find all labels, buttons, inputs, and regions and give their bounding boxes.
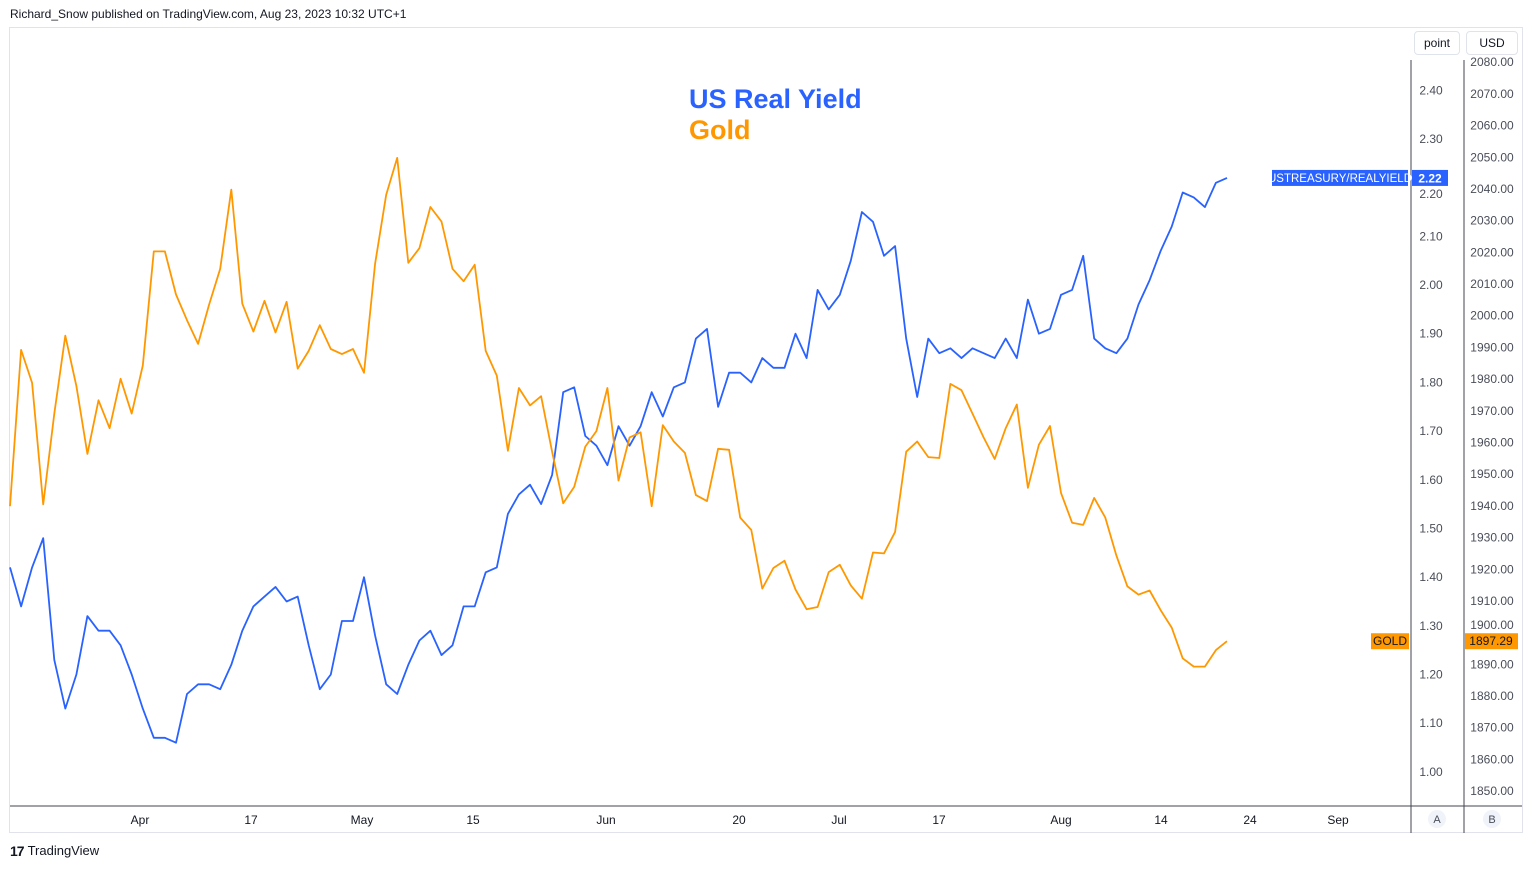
brand-label: TradingView [27, 843, 100, 858]
left-axis-tick-label: 1.60 [1419, 473, 1443, 487]
left-axis-tick-label: 2.00 [1419, 278, 1443, 292]
time-axis-tick-label: Jun [596, 813, 615, 827]
time-axis-tick-label: May [351, 813, 374, 827]
right-axis-tick-label: 2000.00 [1470, 309, 1514, 323]
right-axis-tick-label: 2060.00 [1470, 119, 1514, 133]
time-axis-tick-label: Sep [1327, 813, 1349, 827]
time-axis-tick-label: Jul [831, 813, 846, 827]
time-axis-tick-label: 17 [932, 813, 946, 827]
right-axis-tick-label: 1950.00 [1470, 467, 1514, 481]
time-axis-tick-label: Apr [131, 813, 150, 827]
chart-frame [9, 27, 1523, 833]
left-unit-button[interactable]: point [1414, 31, 1460, 55]
left-axis-tick-label: 1.20 [1419, 668, 1443, 682]
left-axis-tick-label: 2.30 [1419, 132, 1443, 146]
left-axis-tick-label: 1.40 [1419, 570, 1443, 584]
gold-last-price-badge [1465, 633, 1518, 650]
time-axis-tick-label: 15 [466, 813, 480, 827]
left-axis-tick-label: 1.70 [1419, 424, 1443, 438]
right-axis-tick-label: 1910.00 [1470, 594, 1514, 608]
yield-symbol-label: USTREASURY/REALYIELD [1268, 173, 1412, 185]
gold-symbol-badge [1371, 633, 1409, 650]
right-axis-tick-label: 1970.00 [1470, 404, 1514, 418]
right-axis-tick-label: 1850.00 [1470, 784, 1514, 798]
yield-last-price-badge [1412, 169, 1448, 186]
left-axis-tick-label: 1.30 [1419, 619, 1443, 633]
right-axis-tick-label: 1900.00 [1470, 618, 1514, 632]
right-axis-tick-label: 1880.00 [1470, 689, 1514, 703]
gold-last-price-label: 1897.29 [1469, 634, 1513, 648]
yield-last-price-label: 2.22 [1418, 171, 1442, 185]
right-axis-tick-label: 2050.00 [1470, 150, 1514, 164]
left-axis-tick-label: 2.20 [1419, 187, 1443, 201]
tradingview-logo-icon: 17 [10, 843, 25, 859]
time-axis-tick-label: 14 [1154, 813, 1168, 827]
left-axis-tick-label: 1.80 [1419, 375, 1443, 389]
right-axis-tick-label: 2010.00 [1470, 277, 1514, 291]
right-axis-tick-label: 1860.00 [1470, 752, 1514, 766]
left-axis-tick-label: 1.90 [1419, 327, 1443, 341]
legend-title-yield: US Real Yield [689, 84, 862, 114]
legend-title-gold: Gold [689, 115, 751, 145]
gold-symbol-label: GOLD [1373, 634, 1407, 648]
time-axis-tick-label: Aug [1050, 813, 1071, 827]
right-axis-tick-label: 2080.00 [1470, 55, 1514, 69]
footer-brand[interactable]: 17 TradingView [10, 843, 99, 859]
right-axis-tick-label: 1940.00 [1470, 499, 1514, 513]
left-axis-tick-label: 1.00 [1419, 765, 1443, 779]
left-axis-tick-label: 1.10 [1419, 716, 1443, 730]
scale-button-a[interactable] [1428, 810, 1446, 828]
right-axis-tick-label: 1930.00 [1470, 531, 1514, 545]
yield-series-line[interactable] [9, 177, 1228, 744]
left-axis-tick-label: 1.50 [1419, 521, 1443, 535]
right-axis-tick-label: 2040.00 [1470, 182, 1514, 196]
right-axis-tick-label: 1890.00 [1470, 657, 1514, 671]
right-axis-tick-label: 1960.00 [1470, 435, 1514, 449]
scale-button-b[interactable] [1483, 810, 1501, 828]
left-axis-tick-label: 2.40 [1419, 83, 1443, 97]
time-axis-tick-label: 24 [1243, 813, 1257, 827]
right-axis-tick-label: 2070.00 [1470, 87, 1514, 101]
left-axis-tick-label: 2.10 [1419, 229, 1443, 243]
time-axis-tick-label: 17 [244, 813, 258, 827]
right-axis-tick-label: 1980.00 [1470, 372, 1514, 386]
gold-series-line[interactable] [9, 156, 1228, 668]
right-axis-tick-label: 2020.00 [1470, 245, 1514, 259]
publisher-info: Richard_Snow published on TradingView.co… [10, 7, 407, 21]
scale-button-a-label: A [1433, 814, 1441, 826]
right-axis-tick-label: 1920.00 [1470, 562, 1514, 576]
right-axis-tick-label: 1870.00 [1470, 721, 1514, 735]
right-unit-button[interactable]: USD [1466, 31, 1518, 55]
scale-button-b-label: B [1488, 814, 1495, 826]
right-axis-tick-label: 1990.00 [1470, 340, 1514, 354]
time-axis-tick-label: 20 [732, 813, 746, 827]
yield-symbol-badge [1272, 169, 1408, 186]
right-axis-tick-label: 2030.00 [1470, 214, 1514, 228]
